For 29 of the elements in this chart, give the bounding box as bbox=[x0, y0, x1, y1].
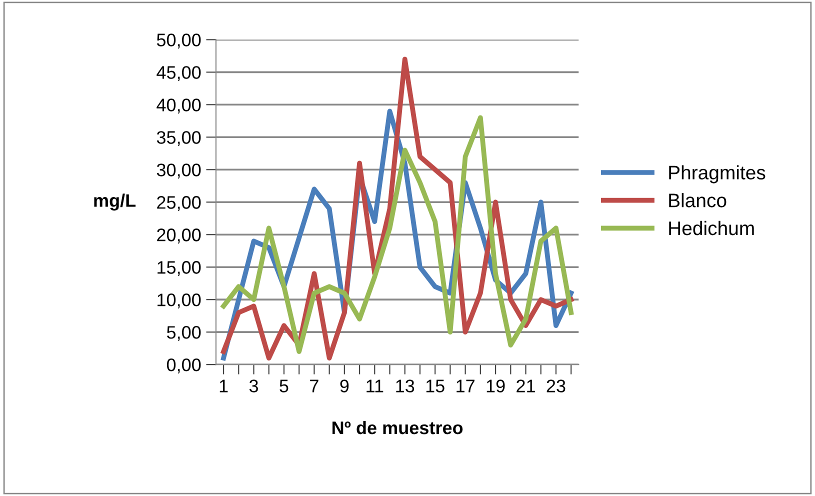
y-tick-label: 35,00 bbox=[156, 131, 201, 146]
legend-label: Phragmites bbox=[669, 165, 766, 184]
x-tick-label: 1 bbox=[220, 380, 228, 392]
line-series bbox=[221, 56, 574, 360]
y-tick-label: 5,00 bbox=[166, 326, 201, 341]
x-tick-label: 3 bbox=[249, 380, 258, 392]
x-tick-label: 19 bbox=[486, 380, 505, 392]
y-tick-label: 25,00 bbox=[157, 196, 201, 211]
x-tick-label: 11 bbox=[366, 380, 384, 392]
x-tick-label: 15 bbox=[426, 380, 444, 392]
x-tick-label: 9 bbox=[340, 380, 349, 392]
x-tick-label: 21 bbox=[516, 380, 535, 392]
y-tick-label: 40,00 bbox=[156, 98, 201, 114]
legend-label: Hedichum bbox=[669, 220, 754, 236]
x-tick-label: 7 bbox=[310, 380, 318, 392]
y-tick-label: 30,00 bbox=[156, 164, 201, 178]
y-tick-label: 10,00 bbox=[158, 294, 201, 308]
y-tick-label: 45,00 bbox=[156, 66, 201, 82]
x-tick-label: 5 bbox=[280, 380, 288, 392]
y-tick-label: 0,00 bbox=[166, 358, 201, 374]
y-tick-label: 20,00 bbox=[157, 228, 201, 244]
x-tick-label: 23 bbox=[546, 380, 566, 392]
x-tick-label: 13 bbox=[396, 380, 414, 392]
y-tick-label: 50,00 bbox=[156, 34, 201, 49]
x-tick-label: 17 bbox=[456, 380, 474, 392]
legend-label: Blanco bbox=[669, 193, 726, 208]
x-axis-title: Nº de muestreo bbox=[332, 420, 463, 434]
y-axis-title: mg/L bbox=[94, 194, 136, 211]
y-tick-label: 15,00 bbox=[158, 261, 201, 276]
